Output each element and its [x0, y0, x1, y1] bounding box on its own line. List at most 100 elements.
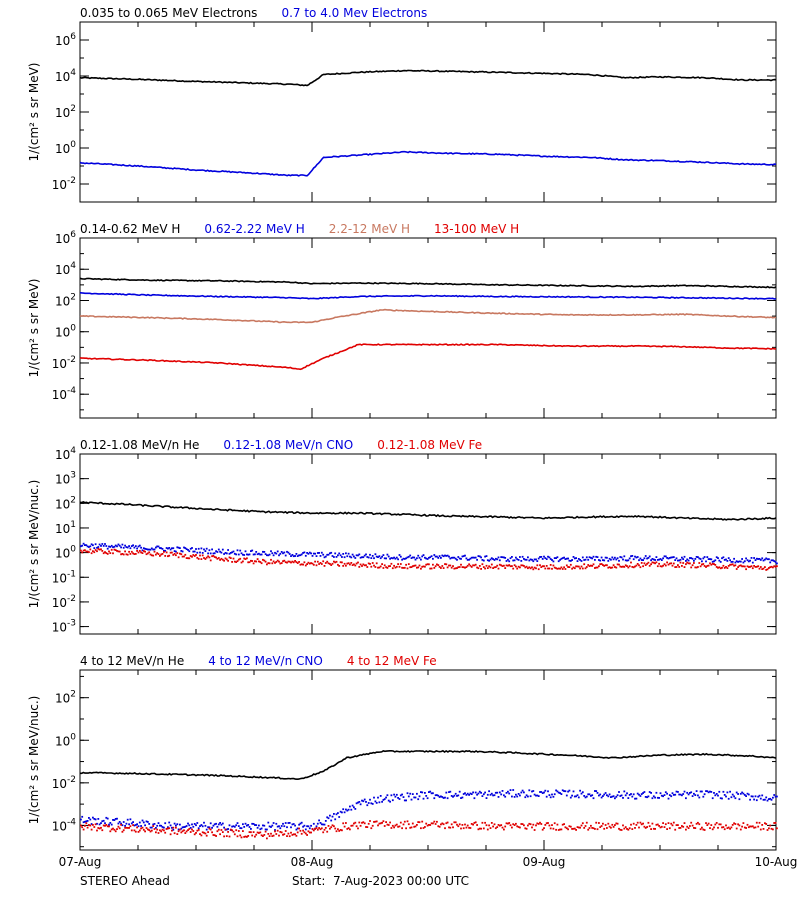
data-point [165, 547, 168, 549]
data-point [393, 826, 395, 829]
data-point [385, 557, 387, 560]
data-point [485, 564, 488, 567]
data-point [260, 827, 263, 830]
data-point [164, 555, 167, 557]
data-point [246, 836, 248, 838]
data-point [390, 562, 393, 565]
data-point [246, 553, 248, 556]
data-point [541, 558, 544, 560]
data-point [611, 556, 614, 559]
data-point [398, 798, 401, 800]
data-point [634, 565, 636, 568]
data-point [98, 548, 101, 551]
data-point [743, 794, 746, 796]
data-point [492, 794, 494, 797]
data-point [394, 824, 397, 827]
data-point [632, 793, 635, 796]
data-point [267, 821, 270, 824]
data-point [121, 830, 124, 833]
data-point [318, 819, 320, 822]
data-point [231, 829, 233, 832]
data-point [689, 792, 691, 794]
data-point [101, 820, 104, 823]
data-point [185, 548, 188, 550]
data-point [351, 564, 354, 566]
data-point [237, 830, 240, 832]
data-point [331, 824, 334, 827]
data-point [743, 560, 746, 563]
data-point [596, 828, 599, 831]
data-point [199, 554, 201, 557]
data-point [603, 565, 606, 567]
data-point [236, 560, 239, 562]
data-point [446, 566, 449, 569]
data-point [266, 828, 268, 831]
data-point [759, 797, 762, 800]
data-point [176, 833, 179, 835]
data-point [326, 830, 329, 833]
data-point [670, 562, 673, 565]
data-point [710, 558, 713, 561]
data-point [307, 552, 310, 555]
data-point [171, 551, 173, 554]
series-line [79, 343, 777, 371]
data-point [342, 553, 345, 555]
data-point [211, 831, 213, 834]
data-point [638, 564, 640, 567]
x-tick-label: 10-Aug [755, 855, 798, 869]
data-point [98, 543, 101, 546]
data-point [725, 558, 727, 561]
data-point [516, 795, 519, 798]
data-point [381, 555, 383, 558]
data-point [232, 550, 235, 553]
data-point [85, 820, 88, 823]
data-point [659, 558, 662, 560]
data-point [710, 791, 713, 793]
data-point [379, 557, 382, 560]
data-point [610, 796, 612, 798]
data-point [520, 560, 523, 562]
data-point [664, 564, 667, 567]
data-point [148, 551, 151, 554]
data-point [126, 818, 129, 821]
data-point [329, 552, 331, 555]
data-point [278, 560, 280, 563]
data-point [216, 557, 219, 560]
data-point [571, 567, 573, 570]
data-point [88, 546, 90, 548]
data-point [94, 823, 97, 826]
data-point [674, 793, 677, 796]
data-point [426, 558, 429, 560]
data-point [389, 821, 391, 824]
data-point [545, 558, 548, 560]
data-point [417, 821, 420, 823]
data-point [233, 825, 236, 828]
data-point [90, 828, 93, 831]
data-point [515, 793, 517, 796]
data-point [698, 796, 701, 799]
data-point [436, 555, 438, 558]
data-point [180, 831, 183, 834]
data-point [373, 557, 375, 560]
data-point [304, 832, 307, 835]
data-point [433, 797, 436, 800]
data-point [411, 793, 414, 795]
data-point [208, 827, 211, 830]
data-point [402, 823, 405, 826]
data-point [432, 563, 434, 566]
data-point [663, 826, 666, 828]
data-point [417, 566, 420, 569]
data-point [559, 828, 561, 831]
data-point [101, 829, 104, 832]
data-point [703, 556, 706, 558]
data-point [567, 828, 569, 831]
data-point [428, 563, 430, 566]
data-point [754, 559, 757, 561]
data-point [271, 835, 274, 837]
data-point [203, 821, 205, 824]
data-point [576, 794, 579, 797]
data-point [466, 792, 469, 795]
data-point [614, 824, 616, 826]
data-point [134, 830, 137, 833]
data-point [385, 796, 387, 799]
